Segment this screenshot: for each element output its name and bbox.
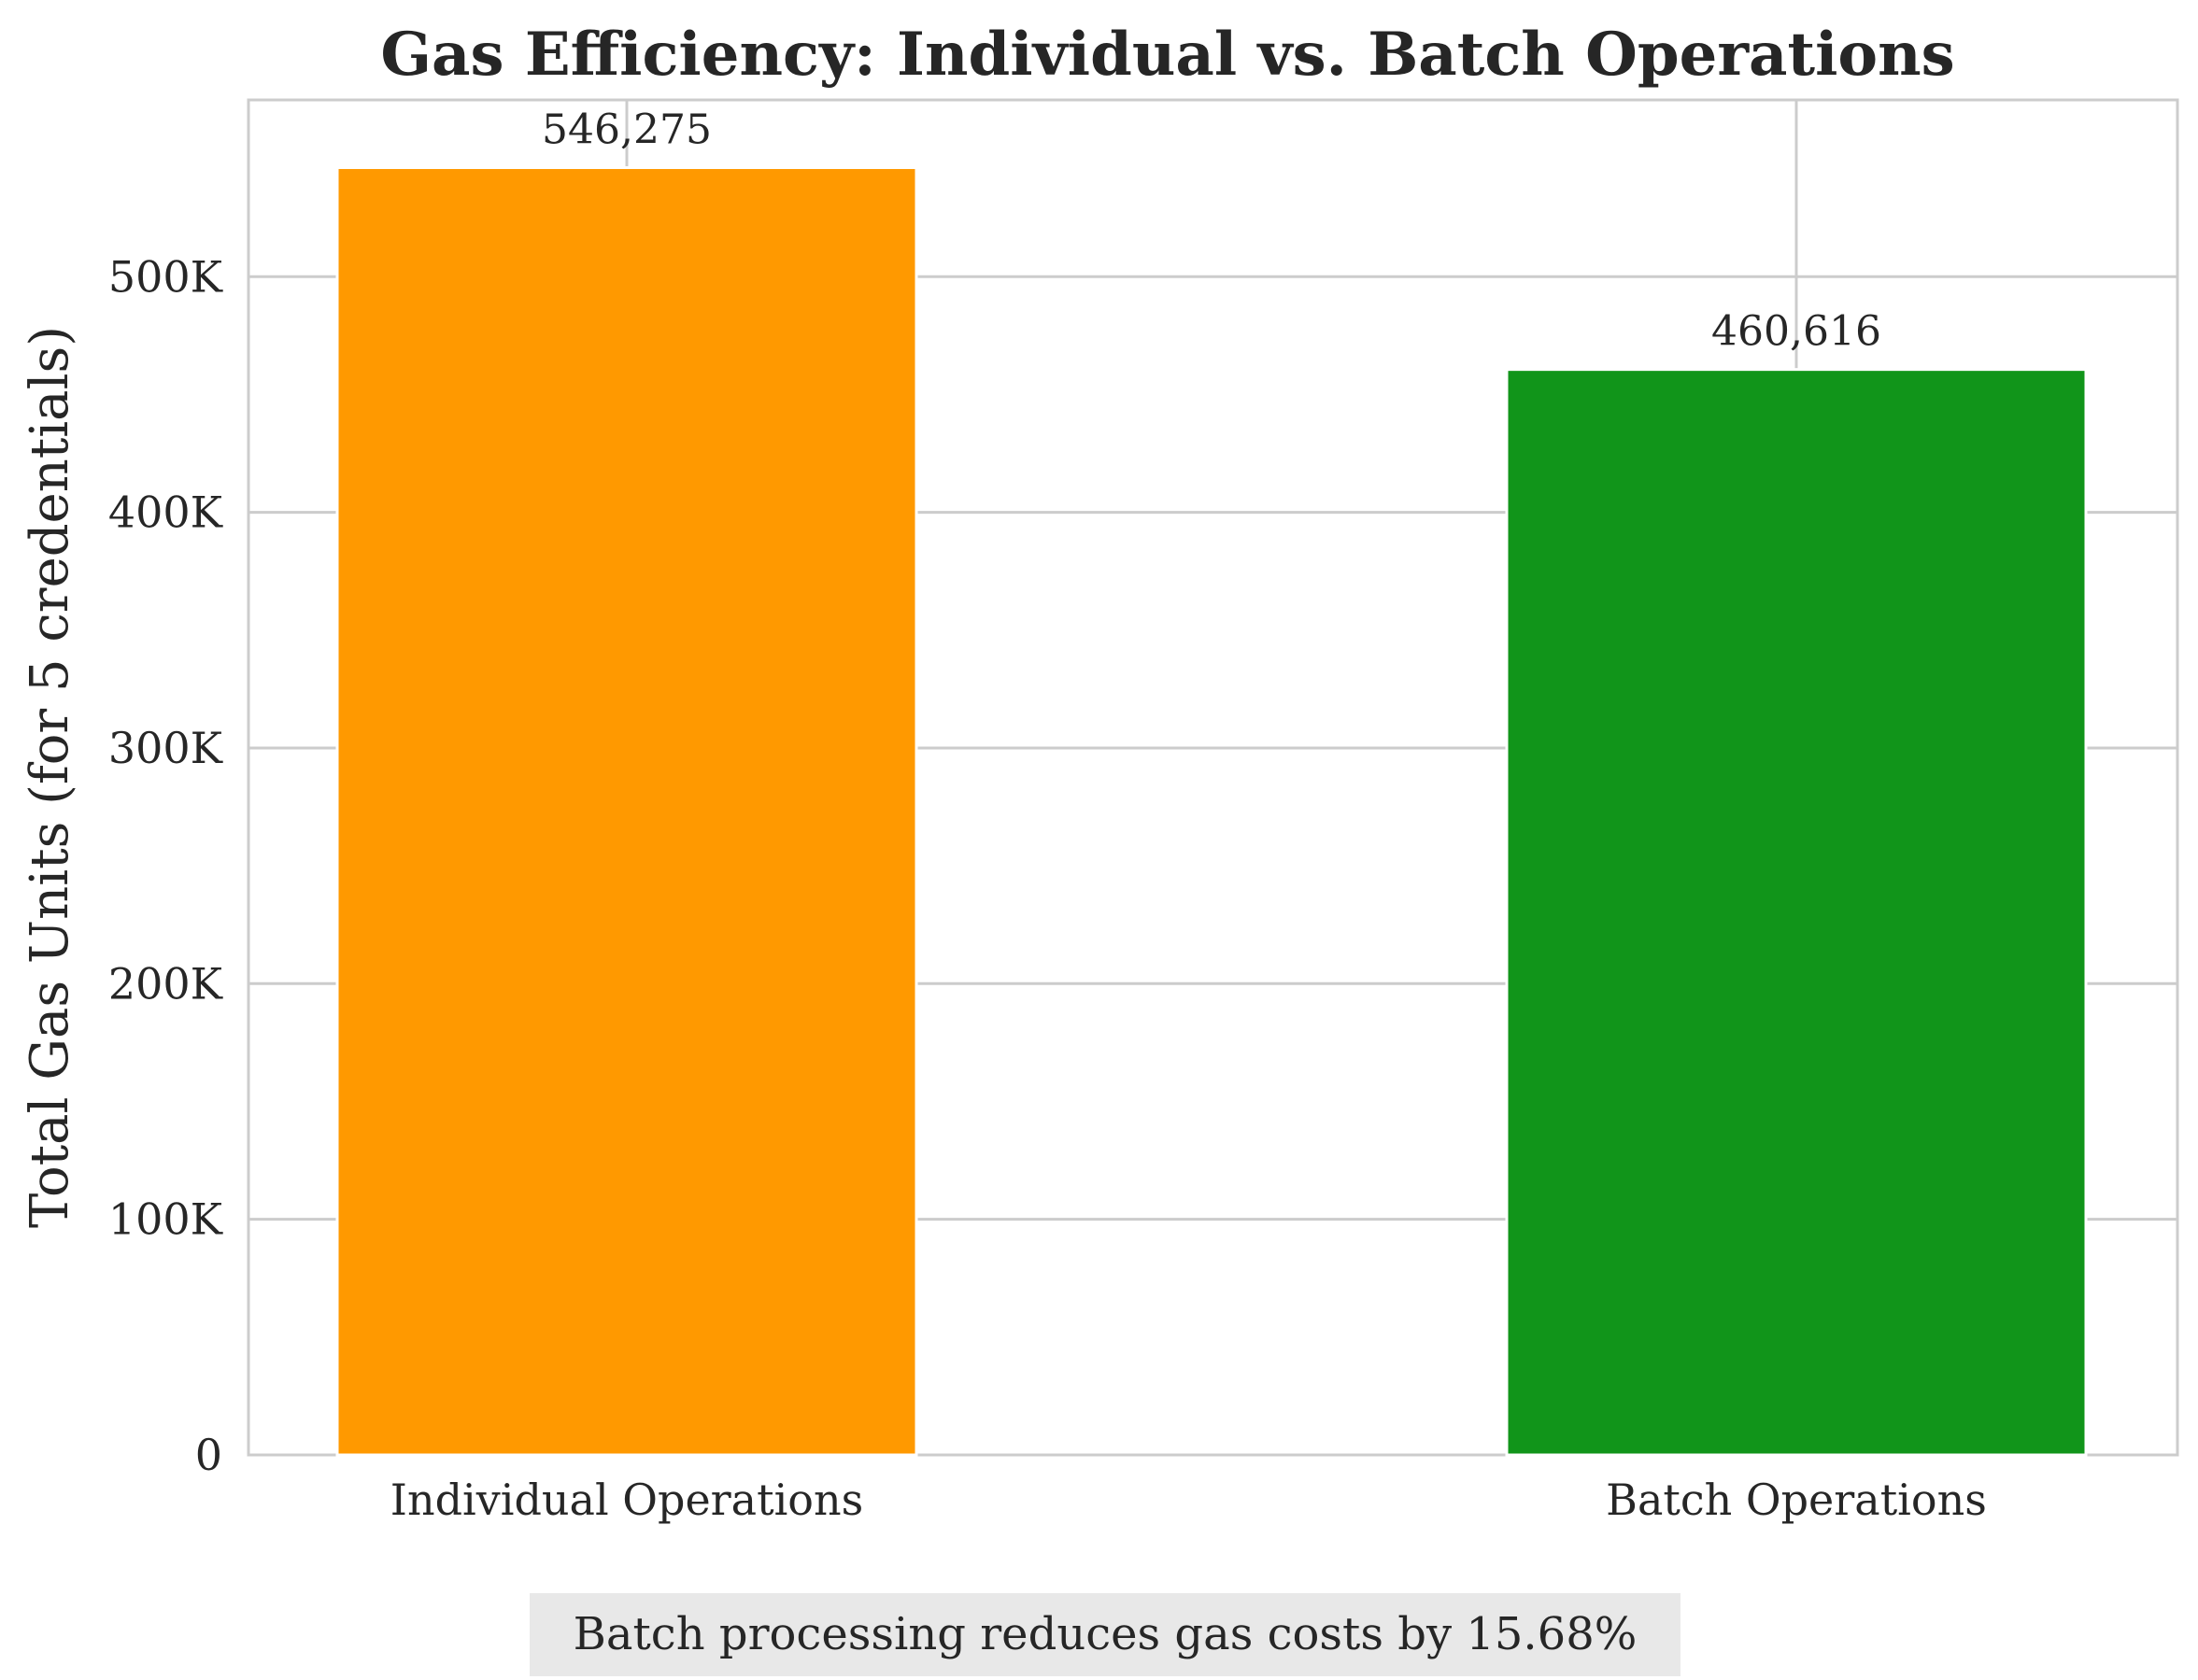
x-tick-labels: Individual Operations Batch Operations: [390, 1475, 1987, 1525]
y-tick-labels: 0 100K 200K 300K 400K 500K: [108, 251, 224, 1480]
y-tick-label: 100K: [108, 1194, 224, 1245]
bar-1: [1505, 368, 2088, 1457]
y-tick-label: 300K: [108, 723, 224, 773]
y-tick-label: 500K: [108, 251, 224, 302]
chart-title: Gas Efficiency: Individual vs. Batch Ope…: [380, 20, 1954, 90]
value-label: 460,616: [1711, 308, 1881, 356]
y-axis-label: Total Gas Units (for 5 credentials): [20, 326, 80, 1228]
bar-0: [335, 165, 918, 1457]
x-tick-label: Individual Operations: [390, 1475, 863, 1525]
annotation-text: Batch processing reduces gas costs by 15…: [574, 1608, 1638, 1660]
x-tick-label: Batch Operations: [1606, 1475, 1987, 1525]
value-label: 546,275: [542, 106, 712, 153]
y-tick-label: 400K: [108, 487, 224, 538]
value-labels: 546,275 460,616: [542, 106, 1881, 355]
plot-frame: [247, 98, 2179, 1457]
bars: [335, 165, 2088, 1457]
y-tick-label: 0: [195, 1430, 222, 1480]
y-tick-label: 200K: [108, 958, 224, 1009]
annotation-box: [530, 1593, 1680, 1676]
